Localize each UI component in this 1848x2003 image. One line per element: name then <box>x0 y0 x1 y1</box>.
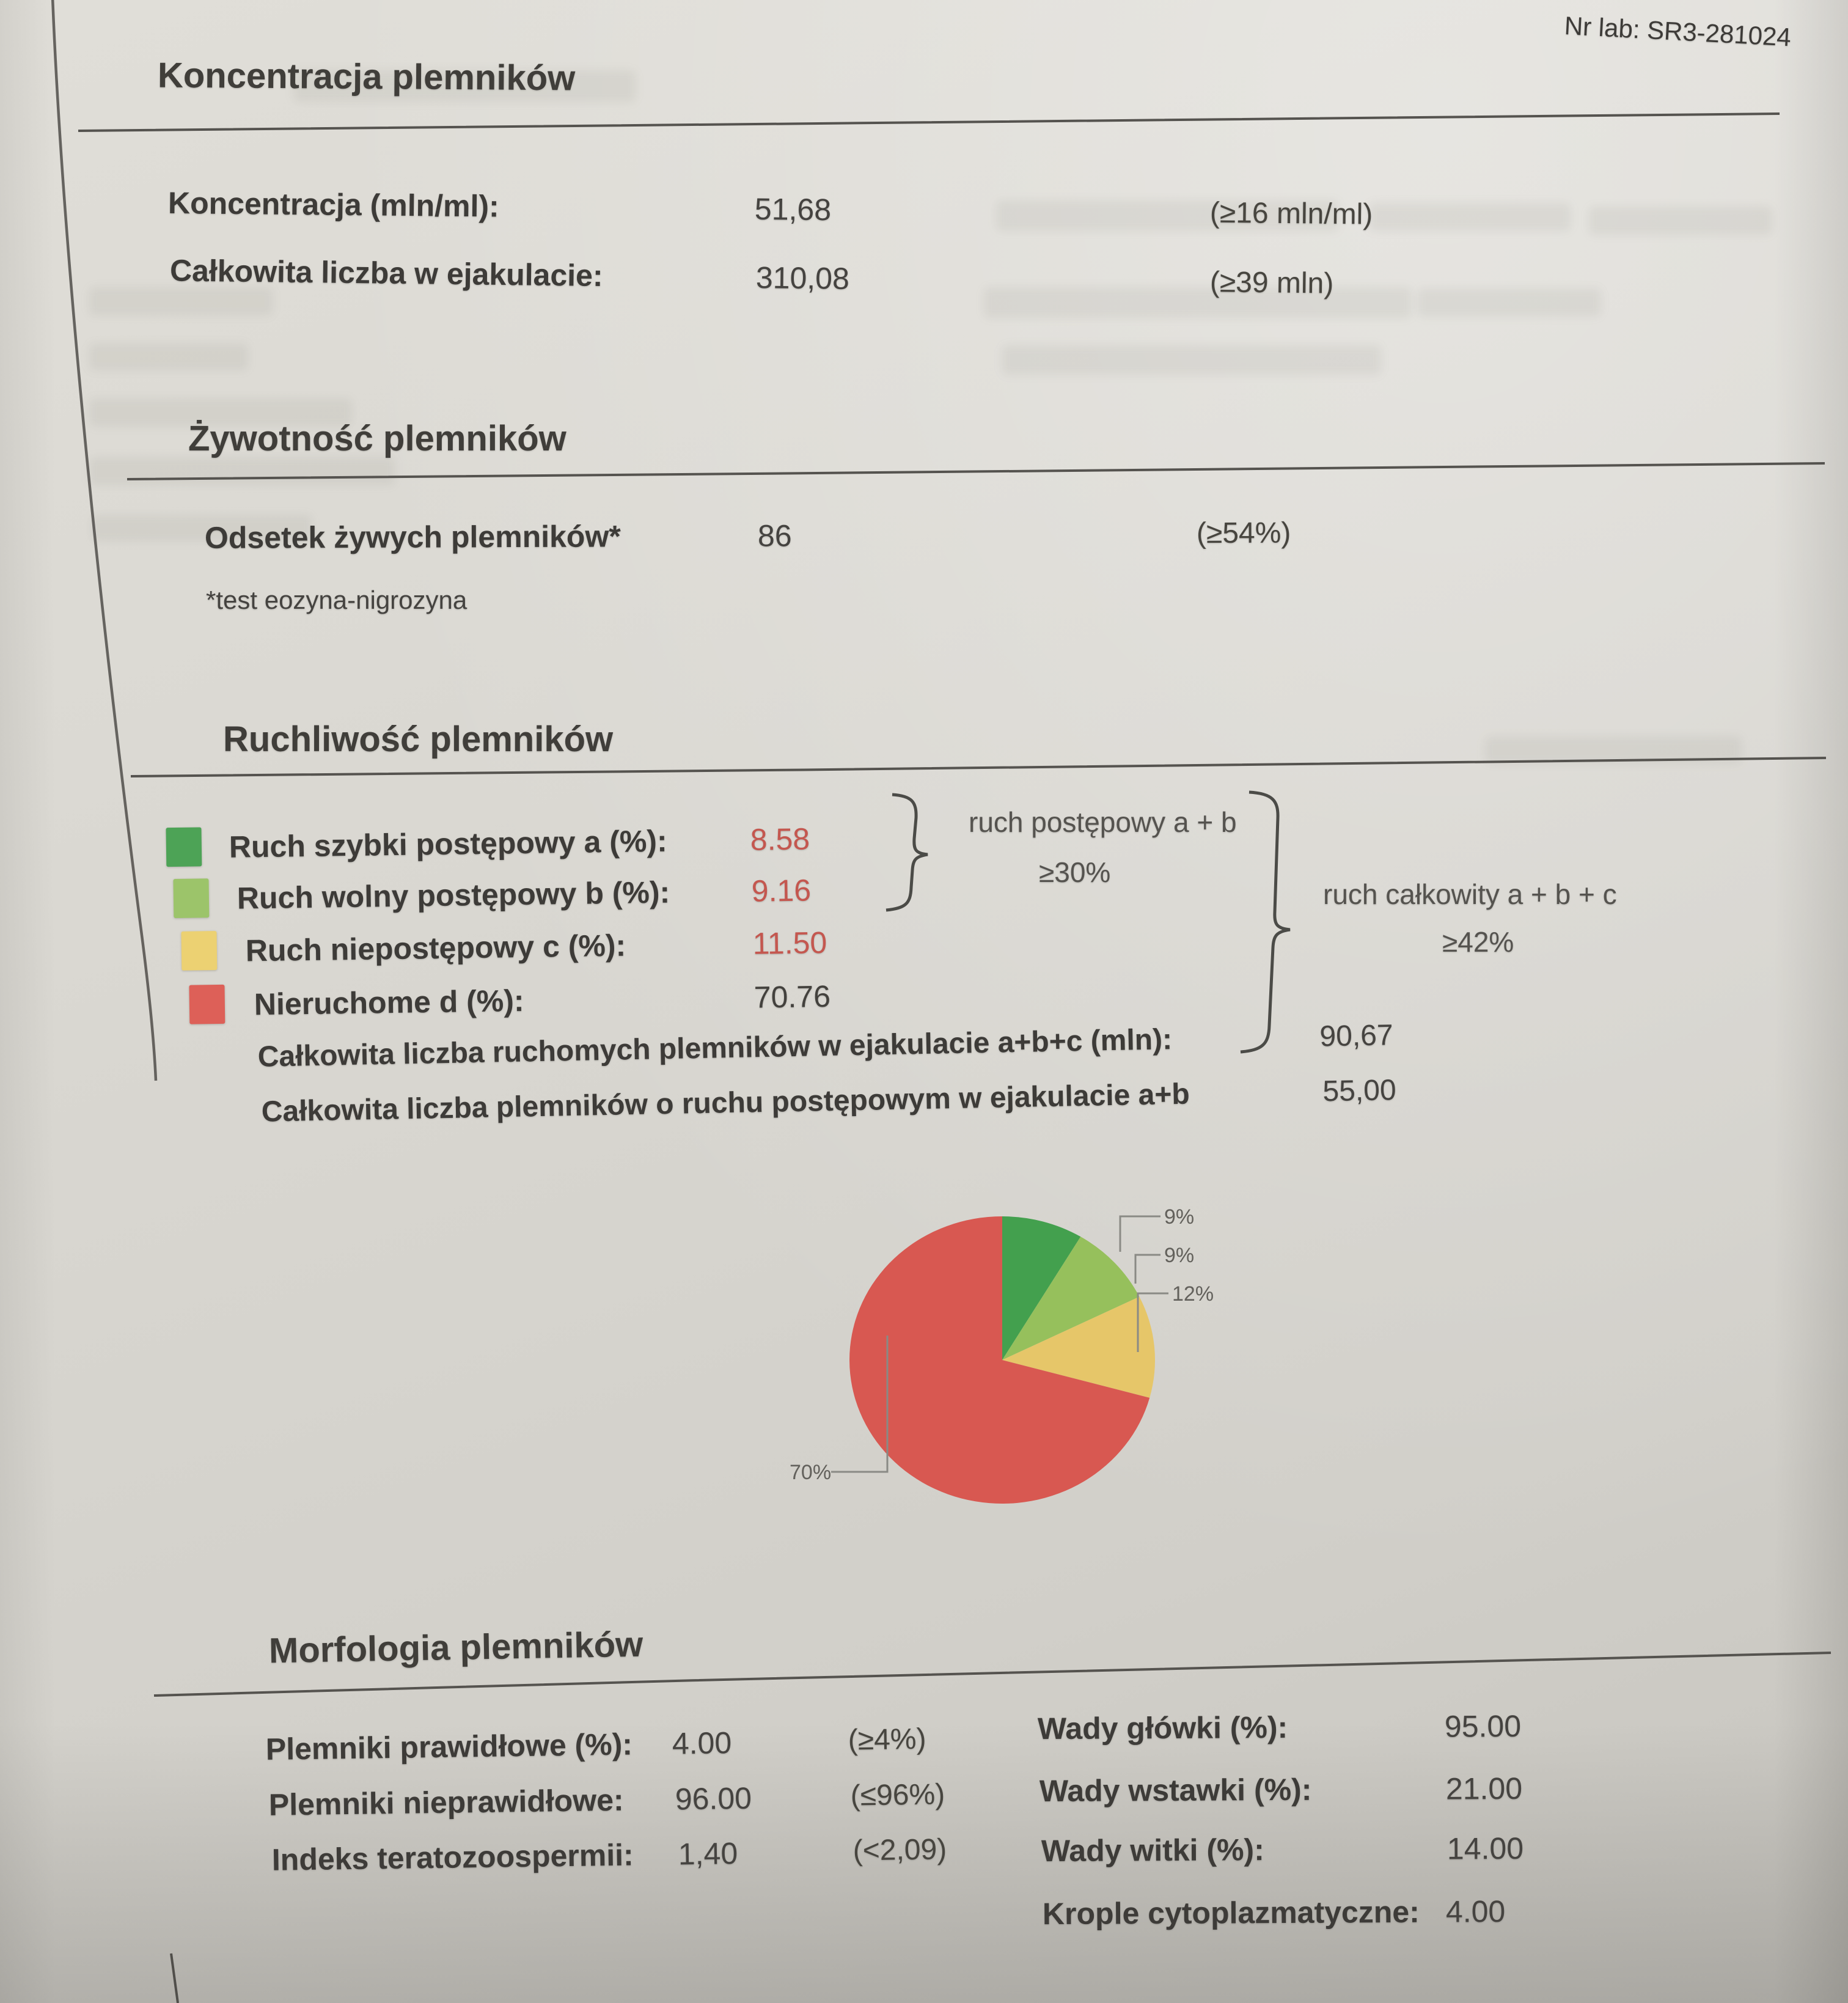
section-rule-koncentracja <box>78 112 1780 132</box>
row-label: Całkowita liczba w ejakulacie: <box>169 253 603 293</box>
pie-leader-line <box>1137 1292 1168 1352</box>
section-title-morfologia: Morfologia plemników <box>268 1624 644 1671</box>
pie-label-b: 9% <box>1164 1244 1194 1267</box>
bleedthrough-smudge <box>89 457 395 485</box>
table-border-line <box>51 0 158 1081</box>
legend-label: Ruch szybki postępowy a (%): <box>229 823 668 864</box>
total-value: 90,67 <box>1319 1019 1394 1053</box>
row-reference: (≥39 mln) <box>1209 266 1334 300</box>
section-rule-ruchliwosc <box>130 757 1827 777</box>
pie-leader-line <box>1134 1254 1160 1284</box>
pie-label-a: 9% <box>1164 1205 1194 1229</box>
bleedthrough-smudge <box>996 200 1338 231</box>
bleedthrough-smudge <box>1418 289 1601 317</box>
motility-pie-chart: 9% 9% 12% 70% <box>790 1205 1214 1504</box>
bleedthrough-smudge <box>1589 207 1772 235</box>
pie-label-c: 12% <box>1172 1282 1214 1306</box>
total-value: 55,00 <box>1322 1074 1397 1108</box>
row-value: 95.00 <box>1444 1708 1522 1744</box>
row-label: Wady wstawki (%): <box>1039 1772 1312 1809</box>
bleedthrough-smudge <box>984 287 1412 318</box>
bleedthrough-smudge <box>1369 203 1571 231</box>
legend-label: Nieruchome d (%): <box>254 983 524 1022</box>
row-label: Krople cytoplazmatyczne: <box>1042 1894 1420 1931</box>
row-value: 14.00 <box>1447 1831 1524 1866</box>
legend-value: 9.16 <box>751 873 812 908</box>
bracket-abc-label: ruch całkowity a + b + c <box>1323 878 1617 910</box>
row-value: 86 <box>757 518 792 553</box>
legend-label: Ruch niepostępowy c (%): <box>245 928 626 968</box>
legend-swatch-b <box>173 878 210 919</box>
section-title-koncentracja: Koncentracja plemników <box>157 55 576 98</box>
row-value: 310,08 <box>755 260 850 296</box>
row-label: Wady główki (%): <box>1037 1710 1288 1746</box>
row-value: 21.00 <box>1445 1771 1523 1806</box>
bracket-abc-threshold: ≥42% <box>1442 926 1514 958</box>
row-label: Wady witki (%): <box>1041 1832 1264 1869</box>
bracket-ab <box>886 793 928 912</box>
pie-leader-line <box>831 1336 889 1473</box>
row-reference: (≥16 mln/ml) <box>1209 196 1373 231</box>
report-row: Odsetek żywych plemników* 86 (≥54%) <box>0 514 1848 561</box>
section-title-zywotnosc: Żywotność plemników <box>188 419 566 458</box>
pie-slice-1 <box>1002 1237 1140 1360</box>
legend-swatch-d <box>189 984 226 1024</box>
bleedthrough-smudge <box>89 344 248 370</box>
pie-leader-line <box>1119 1215 1160 1252</box>
bleedthrough-smudge <box>92 515 312 542</box>
section-rule-zywotnosc <box>127 462 1825 480</box>
row-value: 51,68 <box>754 191 832 227</box>
footnote: *test eozyna-nigrozyna <box>206 586 468 614</box>
bottom-edge-line <box>170 1953 179 2003</box>
row-value: 4.00 <box>1445 1894 1506 1929</box>
pie-slice-0 <box>1002 1216 1081 1360</box>
legend-swatch-a <box>166 827 202 867</box>
bleedthrough-smudge <box>293 70 636 102</box>
bracket-ab-label: ruch postępowy a + b <box>969 806 1237 838</box>
bracket-abc <box>1240 790 1291 1054</box>
bleedthrough-smudge <box>1002 345 1381 375</box>
legend-value: 11.50 <box>752 925 827 961</box>
row-label: Odsetek żywych plemników* <box>204 519 621 555</box>
legend-value: 8.58 <box>750 821 810 857</box>
legend-swatch-c <box>181 931 218 971</box>
row-label: Koncentracja (mln/ml): <box>167 185 500 224</box>
legend-value: 70.76 <box>754 979 831 1015</box>
bracket-ab-threshold: ≥30% <box>1039 856 1111 888</box>
row-reference: (≥54%) <box>1196 516 1291 550</box>
section-rule-morfologia <box>153 1652 1832 1697</box>
bleedthrough-smudge <box>89 399 352 427</box>
pie-label-d: 70% <box>790 1461 831 1484</box>
legend-label: Ruch wolny postępowy b (%): <box>237 875 670 916</box>
pie-slice-3 <box>849 1216 1150 1504</box>
bleedthrough-smudge <box>89 287 273 315</box>
pie-slices <box>849 1216 1156 1504</box>
section-title-ruchliwosc: Ruchliwość plemników <box>223 719 614 759</box>
pie-slice-2 <box>1002 1296 1156 1398</box>
